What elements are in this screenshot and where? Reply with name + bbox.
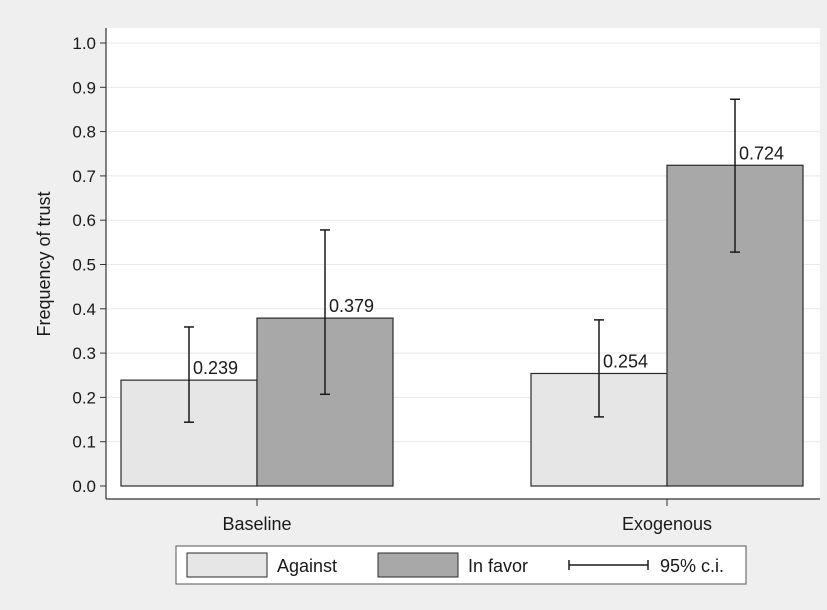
y-axis: 0.0 0.1 0.2 0.3 0.4 0.5 0.6 0.7 0.8 0.9 1.0 xyxy=(72,34,106,496)
y-tick-label: 0.5 xyxy=(72,256,96,275)
y-tick-label: 0.1 xyxy=(72,433,96,452)
y-axis-title: Frequency of trust xyxy=(34,191,54,336)
data-label: 0.254 xyxy=(603,351,648,371)
y-tick-label: 0.4 xyxy=(72,300,96,319)
y-tick-label: 1.0 xyxy=(72,34,96,53)
legend-box xyxy=(175,545,747,585)
legend-swatch xyxy=(186,552,268,578)
data-labels: 0.239 0.379 0.254 0.724 xyxy=(193,143,784,378)
legend-label: In favor xyxy=(468,556,528,576)
y-tick-label: 0.6 xyxy=(72,211,96,230)
legend-label: 95% c.i. xyxy=(660,556,724,576)
y-tick-label: 0.8 xyxy=(72,123,96,142)
error-bars xyxy=(184,98,740,423)
y-tick-label: 0.9 xyxy=(72,78,96,97)
data-label: 0.724 xyxy=(739,143,784,163)
legend-label: Against xyxy=(277,556,337,576)
x-tick-label: Exogenous xyxy=(622,514,712,534)
y-tick-label: 0.3 xyxy=(72,344,96,363)
legend-swatch xyxy=(377,552,459,578)
y-tick-label: 0.7 xyxy=(72,167,96,186)
data-label: 0.239 xyxy=(193,358,238,378)
y-tick-label: 0.2 xyxy=(72,388,96,407)
legend: Against In favor 95% c.i. xyxy=(175,545,747,585)
y-tick-label: 0.0 xyxy=(72,477,96,496)
x-tick-label: Baseline xyxy=(222,514,291,534)
data-label: 0.379 xyxy=(329,296,374,316)
x-axis: Baseline Exogenous xyxy=(222,499,712,534)
